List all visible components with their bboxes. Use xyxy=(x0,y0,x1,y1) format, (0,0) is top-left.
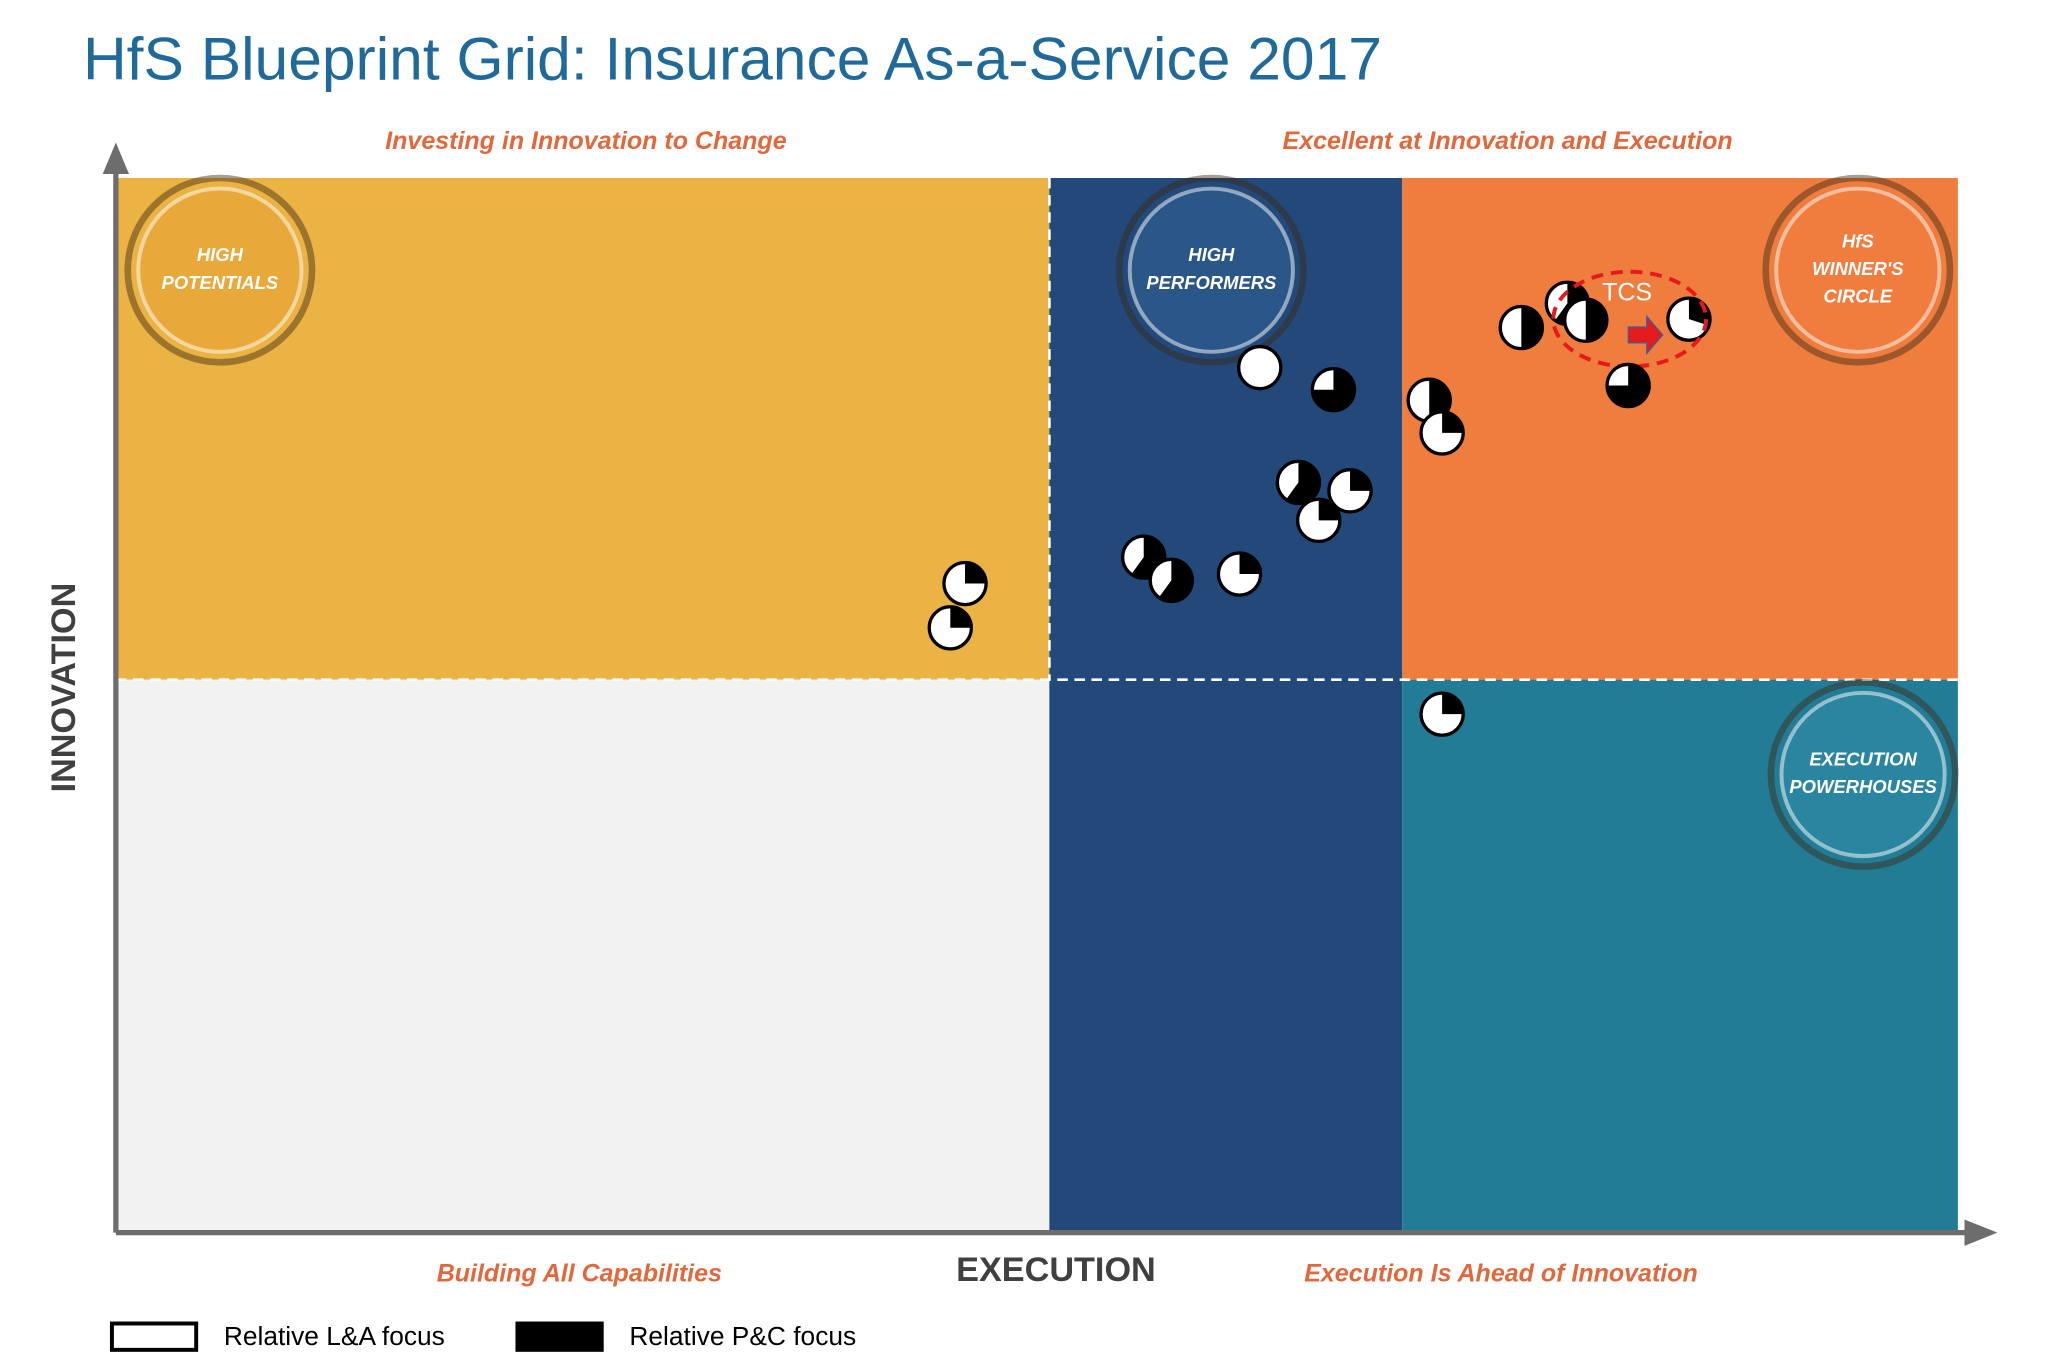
legend: Relative L&A focus Relative P&C focus xyxy=(109,1321,856,1352)
badge-label: HIGH xyxy=(1188,244,1235,265)
legend-label: Relative P&C focus xyxy=(629,1321,856,1351)
badge-disc xyxy=(1774,186,1942,354)
vendor-marker xyxy=(1419,691,1465,737)
arrowhead xyxy=(1964,1219,1998,1246)
badge-ring xyxy=(1767,679,1959,870)
quadrant-caption: Investing in Innovation to Change xyxy=(385,127,786,155)
badge-disc xyxy=(1127,186,1295,354)
badge-disc xyxy=(136,186,304,354)
badge-ring xyxy=(1115,174,1307,366)
vendor-marker xyxy=(942,560,988,607)
badge-ring xyxy=(1762,174,1954,366)
axes xyxy=(102,142,1998,1246)
vendor-marker xyxy=(1310,367,1357,413)
vendor-marker xyxy=(1498,304,1545,351)
badge: HIGH POTENTIALS xyxy=(124,174,316,366)
marker-share xyxy=(1688,298,1711,326)
arrowhead xyxy=(102,142,130,175)
vendor-marker xyxy=(1419,410,1465,456)
marker-share xyxy=(1239,552,1261,575)
vendor-marker xyxy=(1216,551,1263,597)
chart-title: HfS Blueprint Grid: Insurance As-a-Servi… xyxy=(83,24,1382,92)
legend-swatch xyxy=(109,1321,199,1352)
badge-label: EXECUTION xyxy=(1809,749,1917,770)
vendor-marker xyxy=(1295,497,1342,544)
badge: HIGH PERFORMERS xyxy=(1115,174,1307,366)
legend-swatch xyxy=(515,1321,604,1352)
region xyxy=(1049,178,1403,1232)
vendor-marker xyxy=(1275,459,1322,506)
marker-share xyxy=(1312,368,1355,411)
region xyxy=(115,679,1050,1232)
quadrant-caption: Execution Is Ahead of Innovation xyxy=(1304,1259,1698,1287)
marker-share xyxy=(1442,411,1464,433)
marker-share xyxy=(1585,299,1607,342)
badge: HfS WINNER'S CIRCLE xyxy=(1762,174,1954,366)
vendor-marker xyxy=(927,605,974,651)
annotation-arrow xyxy=(1627,314,1664,356)
badge-ring xyxy=(124,174,316,366)
vendor-marker xyxy=(1327,468,1373,514)
x-axis-label: EXECUTION xyxy=(956,1251,1156,1289)
legend-label: Relative L&A focus xyxy=(224,1321,445,1351)
marker-share xyxy=(950,606,972,628)
badge-label: CIRCLE xyxy=(1824,286,1893,307)
marker-share xyxy=(965,562,987,584)
badge-label: POWERHOUSES xyxy=(1789,776,1937,797)
vendor-marker xyxy=(1563,297,1609,343)
quadrant-caption: Building All Capabilities xyxy=(437,1259,722,1287)
vendor-marker xyxy=(1237,344,1283,391)
badge-label: WINNER'S xyxy=(1812,258,1904,279)
marker-share xyxy=(1158,559,1193,602)
marker-share xyxy=(1442,693,1464,715)
badge: EXECUTION POWERHOUSES xyxy=(1767,679,1959,870)
marker-share xyxy=(1286,461,1320,504)
annotation-label: TCS xyxy=(1602,279,1652,307)
marker-share xyxy=(1318,499,1340,521)
marker-share xyxy=(1521,306,1543,349)
vendor-marker xyxy=(1605,362,1651,409)
marker-base xyxy=(1237,344,1283,391)
badge-label: PERFORMERS xyxy=(1146,272,1277,293)
badge-label: HIGH xyxy=(197,244,244,265)
y-axis-label: INNOVATION xyxy=(45,583,83,793)
marker-share xyxy=(1607,364,1650,407)
badge-disc xyxy=(1779,690,1947,859)
badge-label: POTENTIALS xyxy=(162,272,279,293)
vendor-marker xyxy=(1666,296,1712,342)
marker-share xyxy=(1350,469,1372,491)
badge-label: HfS xyxy=(1842,230,1874,251)
vendor-marker xyxy=(1148,557,1195,604)
quadrant-caption: Excellent at Innovation and Execution xyxy=(1283,127,1733,155)
